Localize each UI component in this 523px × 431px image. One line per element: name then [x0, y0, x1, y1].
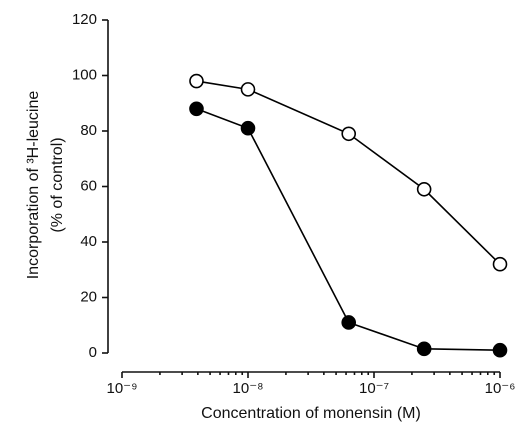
- y-tick-label: 100: [72, 66, 97, 83]
- x-tick-label: 10⁻⁹: [106, 380, 137, 397]
- data-point: [240, 120, 256, 136]
- data-point: [341, 315, 357, 330]
- data-point: [189, 101, 204, 117]
- series-line: [196, 108, 501, 352]
- data-point: [416, 181, 432, 197]
- y-tick-label: 60: [80, 177, 97, 194]
- x-tick-label: 10⁻⁶: [485, 380, 516, 397]
- data-point: [416, 341, 432, 357]
- y-axis-label: Incorporation of ³H-leucine: [25, 91, 42, 280]
- y-axis-label: (% of control): [49, 137, 66, 232]
- data-point: [189, 73, 204, 89]
- data-point: [341, 126, 357, 142]
- series-line: [196, 80, 501, 265]
- x-axis-label: Concentration of monensin (M): [201, 405, 421, 422]
- y-tick-label: 0: [89, 344, 97, 361]
- y-tick-label: 120: [72, 11, 97, 28]
- y-tick-label: 20: [80, 288, 97, 305]
- data-point: [492, 342, 508, 358]
- x-tick-label: 10⁻⁸: [233, 380, 264, 397]
- data-point: [492, 256, 508, 272]
- y-tick-label: 40: [80, 233, 97, 250]
- x-tick-label: 10⁻⁷: [359, 380, 389, 397]
- data-point: [240, 82, 256, 97]
- y-tick-label: 80: [80, 122, 97, 139]
